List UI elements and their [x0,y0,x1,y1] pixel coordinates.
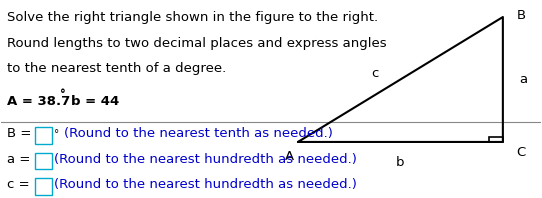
Text: a =: a = [7,153,34,166]
Text: to the nearest tenth of a degree.: to the nearest tenth of a degree. [7,62,226,75]
Text: A = 38.7: A = 38.7 [7,95,70,108]
Text: a: a [519,73,527,86]
Text: (Round to the nearest tenth as needed.): (Round to the nearest tenth as needed.) [64,127,333,140]
Text: c: c [371,67,379,80]
Text: °: ° [54,129,59,139]
Bar [489,137,503,142]
FancyBboxPatch shape [35,153,52,169]
Text: Solve the right triangle shown in the figure to the right.: Solve the right triangle shown in the fi… [7,11,378,24]
Text: (Round to the nearest hundredth as needed.): (Round to the nearest hundredth as neede… [54,153,357,166]
FancyBboxPatch shape [35,127,52,144]
Text: B =: B = [7,127,35,140]
Text: b = 44: b = 44 [72,95,120,108]
Text: C: C [517,146,526,159]
FancyBboxPatch shape [35,178,52,195]
Text: Round lengths to two decimal places and express angles: Round lengths to two decimal places and … [7,36,386,50]
Text: c =: c = [7,178,34,191]
Text: A: A [285,150,294,163]
Text: B: B [517,9,526,22]
Text: (Round to the nearest hundredth as needed.): (Round to the nearest hundredth as neede… [54,178,357,191]
Text: b: b [396,156,405,169]
Text: °: ° [60,88,66,101]
